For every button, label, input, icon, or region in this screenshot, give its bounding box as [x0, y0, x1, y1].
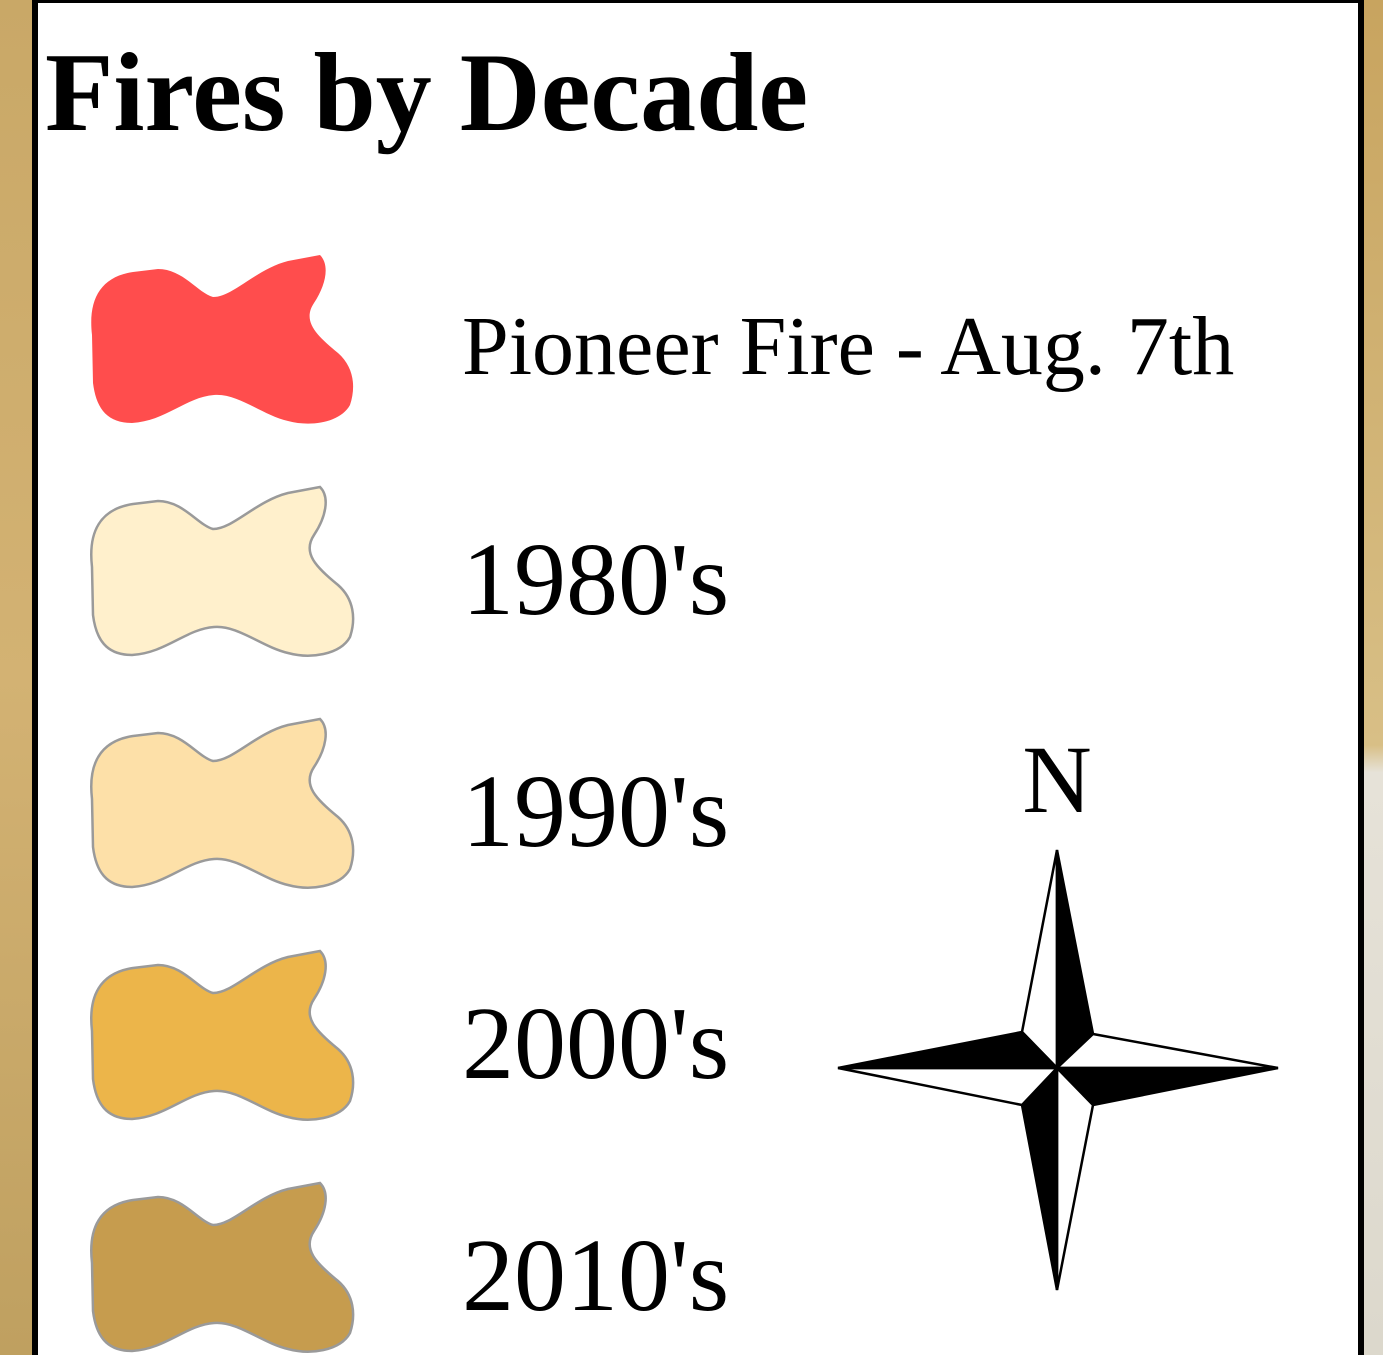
legend-label: 2000's: [462, 986, 729, 1101]
page: {"title": "Fires by Decade", "legend": […: [0, 0, 1383, 1355]
legend-label: 2010's: [462, 1218, 729, 1333]
legend-label: 1990's: [462, 754, 729, 869]
north-label: N: [1022, 726, 1091, 833]
legend-label: 1980's: [462, 522, 729, 637]
legend-label: Pioneer Fire - Aug. 7th: [462, 300, 1234, 393]
legend-title: Fires by Decade: [45, 31, 808, 155]
map-legend: Fires by Decade Pioneer Fire - Aug. 7th 1…: [0, 0, 1383, 1355]
legend-panel: [35, 0, 1361, 1355]
